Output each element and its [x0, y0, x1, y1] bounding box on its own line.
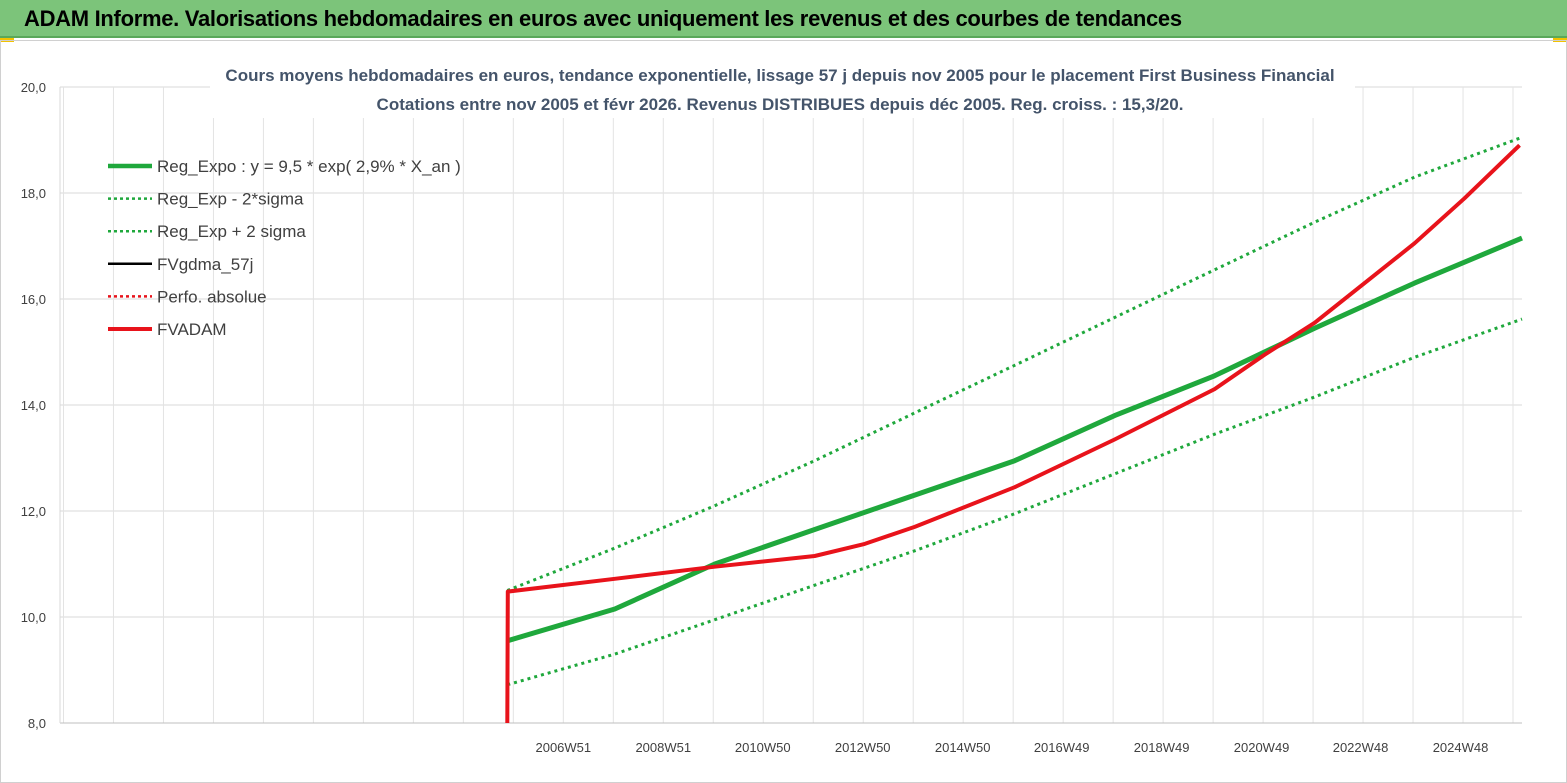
- y-tick-label: 20,0: [21, 80, 46, 95]
- x-tick-label: 2022W48: [1333, 740, 1389, 755]
- legend-label: Reg_Expo : y = 9,5 * exp( 2,9% * X_an ): [157, 157, 461, 176]
- legend-label: Reg_Exp - 2*sigma: [157, 190, 304, 209]
- legend-label: Reg_Exp + 2 sigma: [157, 222, 306, 241]
- chart-subtitle: Cotations entre nov 2005 et févr 2026. R…: [377, 95, 1184, 114]
- series-line: [506, 135, 1523, 592]
- chart-grid: [59, 86, 1522, 724]
- report-title: ADAM Informe. Valorisations hebdomadaire…: [24, 6, 1182, 31]
- y-tick-label: 18,0: [21, 186, 46, 201]
- series-line: [506, 235, 1523, 644]
- x-tick-label: 2020W49: [1234, 740, 1290, 755]
- legend-label: FVgdma_57j: [157, 255, 253, 274]
- legend-label: FVADAM: [157, 320, 227, 339]
- y-tick-label: 16,0: [21, 292, 46, 307]
- chart-title-background: [210, 60, 1355, 118]
- report-banner: ADAM Informe. Valorisations hebdomadaire…: [0, 0, 1567, 38]
- chart-title: Cours moyens hebdomadaires en euros, ten…: [225, 66, 1334, 85]
- x-tick-label: 2012W50: [835, 740, 891, 755]
- y-tick-label: 12,0: [21, 504, 46, 519]
- x-tick-label: 2016W49: [1034, 740, 1090, 755]
- legend-label: Perfo. absolue: [157, 287, 267, 306]
- x-tick-label: 2018W49: [1134, 740, 1190, 755]
- series-line: [506, 317, 1523, 687]
- series-line: [505, 143, 1521, 724]
- y-tick-label: 8,0: [28, 716, 46, 731]
- y-tick-label: 14,0: [21, 398, 46, 413]
- chart-legend: Reg_Expo : y = 9,5 * exp( 2,9% * X_an ) R…: [108, 157, 461, 339]
- x-tick-label: 2024W48: [1433, 740, 1489, 755]
- x-tick-label: 2014W50: [935, 740, 991, 755]
- x-tick-label: 2008W51: [635, 740, 691, 755]
- chart-series: [505, 135, 1523, 724]
- y-tick-label: 10,0: [21, 610, 46, 625]
- x-tick-label: 2006W51: [535, 740, 591, 755]
- y-axis-ticks: 8,0 10,0 12,0 14,0 16,0 18,0 20,0: [21, 80, 46, 731]
- x-tick-label: 2010W50: [735, 740, 791, 755]
- x-axis-ticks: 2006W51 2008W51 2010W50 2012W50 2014W50 2016W…: [535, 740, 1488, 755]
